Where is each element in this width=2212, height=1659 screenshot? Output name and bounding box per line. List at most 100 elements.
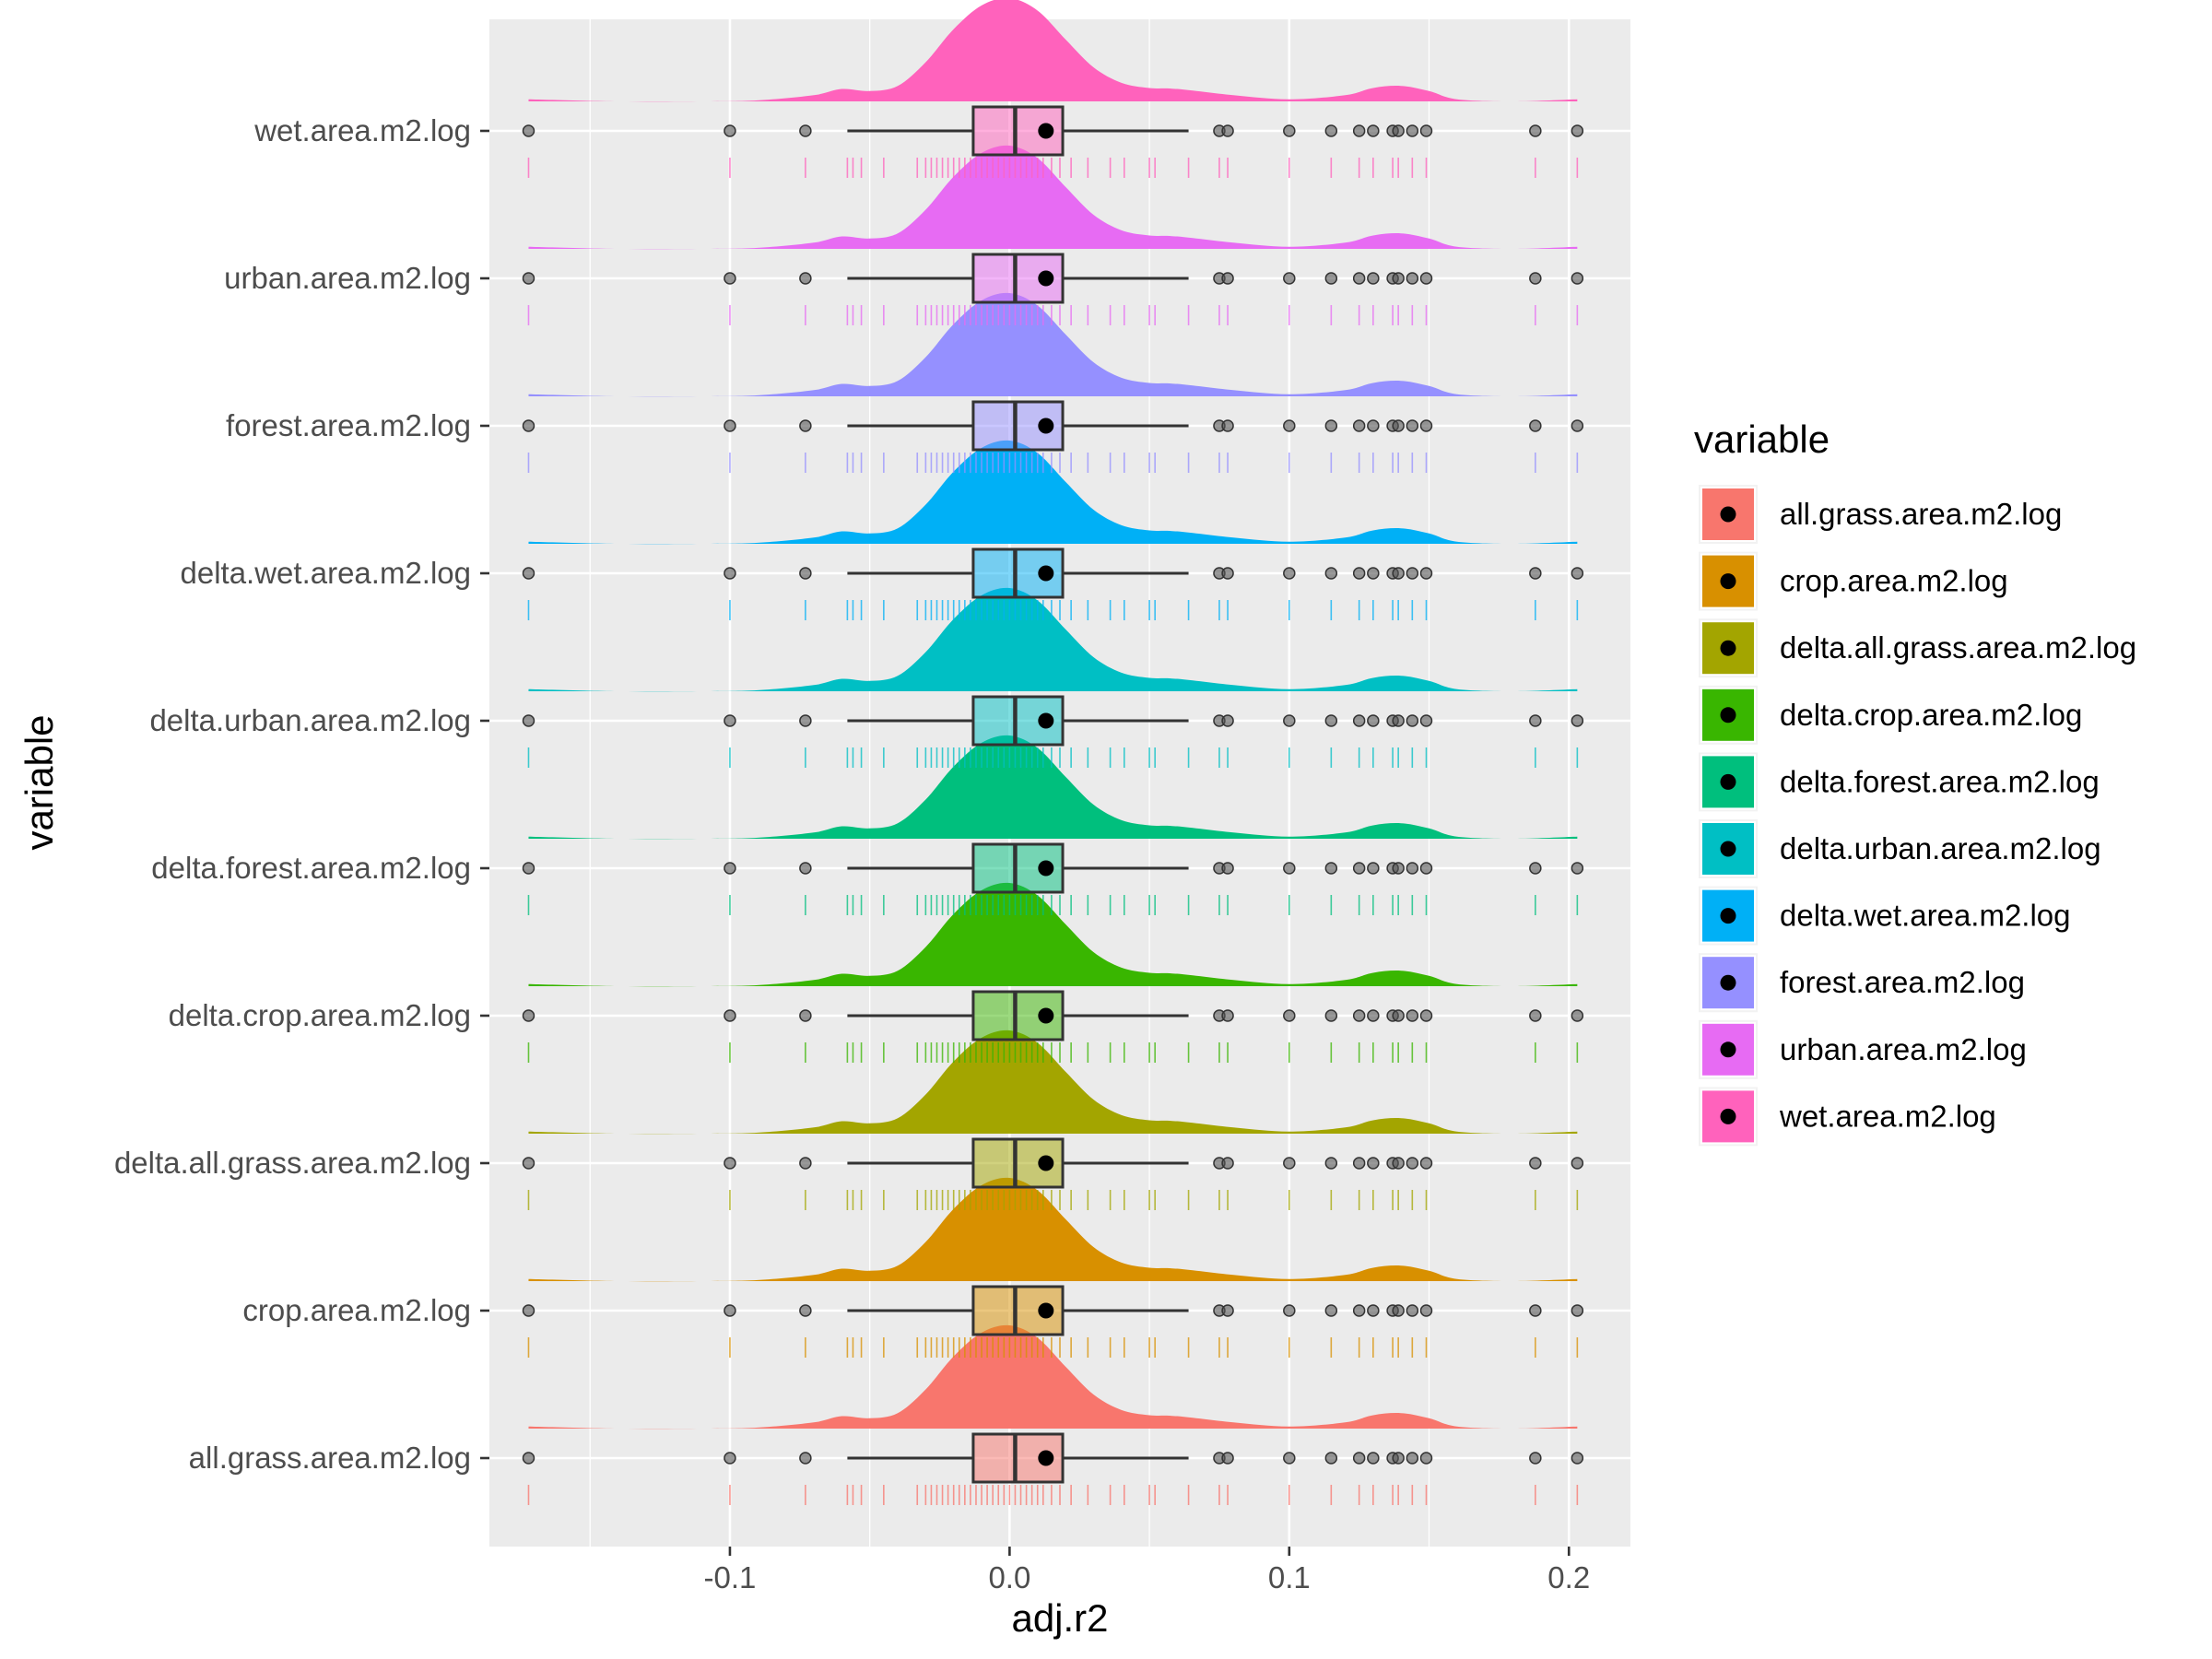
outlier-point	[1367, 419, 1380, 432]
legend-label: delta.wet.area.m2.log	[1780, 899, 2071, 933]
outlier-point	[1419, 862, 1433, 875]
outlier-point	[1324, 272, 1338, 285]
outlier-point	[1406, 124, 1419, 137]
density-cloud	[528, 0, 1578, 102]
outlier-point	[1352, 124, 1366, 137]
outlier-point	[1571, 862, 1584, 875]
outlier-point	[724, 124, 736, 137]
y-tick-label: delta.all.grass.area.m2.log	[114, 1146, 471, 1180]
legend-title: variable	[1694, 418, 1830, 461]
outlier-point	[1529, 272, 1542, 285]
legend-label: wet.area.m2.log	[1779, 1099, 1996, 1133]
outlier-point	[1392, 714, 1405, 727]
outlier-point	[724, 1009, 736, 1022]
legend-point	[1720, 841, 1736, 857]
outlier-point	[724, 419, 736, 432]
y-tick-label: wet.area.m2.log	[253, 113, 471, 147]
outlier-point	[1367, 1304, 1380, 1317]
outlier-point	[1392, 567, 1405, 580]
x-tick-label: -0.1	[704, 1560, 757, 1594]
outlier-point	[799, 1157, 812, 1170]
y-tick-label: crop.area.m2.log	[242, 1293, 471, 1327]
outlier-point	[522, 714, 535, 727]
y-tick-label: forest.area.m2.log	[226, 408, 471, 442]
legend-point	[1720, 573, 1736, 590]
outlier-point	[1283, 124, 1296, 137]
outlier-point	[1571, 419, 1584, 432]
outlier-point	[1352, 714, 1366, 727]
outlier-point	[1571, 1304, 1584, 1317]
y-tick-label: urban.area.m2.log	[224, 261, 471, 295]
outlier-point	[1221, 124, 1234, 137]
outlier-point	[1571, 124, 1584, 137]
density-clouds	[528, 0, 1578, 1430]
legend-point	[1720, 773, 1736, 790]
legend-label: delta.urban.area.m2.log	[1780, 831, 2101, 865]
outlier-point	[1406, 1304, 1419, 1317]
outlier-point	[1406, 419, 1419, 432]
outlier-point	[1367, 1009, 1380, 1022]
outlier-point	[1324, 1452, 1338, 1465]
outlier-point	[1352, 567, 1366, 580]
y-tick-label: all.grass.area.m2.log	[189, 1441, 471, 1475]
outlier-point	[1571, 272, 1584, 285]
outlier-point	[1392, 1452, 1405, 1465]
outlier-point	[799, 272, 812, 285]
outlier-point	[1352, 272, 1366, 285]
rug-marks	[527, 158, 1579, 1505]
outlier-point	[1283, 272, 1296, 285]
mean-point	[1038, 1007, 1054, 1024]
outlier-point	[1392, 419, 1405, 432]
outlier-point	[1367, 1452, 1380, 1465]
mean-point	[1038, 123, 1054, 139]
outlier-point	[1529, 1009, 1542, 1022]
outlier-point	[1324, 862, 1338, 875]
y-tick-label: delta.urban.area.m2.log	[149, 703, 471, 737]
outlier-point	[1367, 714, 1380, 727]
outlier-point	[1352, 1157, 1366, 1170]
outlier-point	[724, 1304, 736, 1317]
box	[971, 1432, 1065, 1484]
outlier-point	[1571, 1009, 1584, 1022]
outlier-point	[1529, 567, 1542, 580]
x-axis-title: adj.r2	[1011, 1596, 1108, 1640]
outlier-point	[724, 1157, 736, 1170]
outlier-point	[799, 1304, 812, 1317]
outlier-point	[724, 1452, 736, 1465]
legend-point	[1720, 974, 1736, 991]
outlier-point	[799, 1452, 812, 1465]
outlier-point	[724, 567, 736, 580]
legend-point	[1720, 1041, 1736, 1058]
outlier-point	[1221, 1157, 1234, 1170]
outlier-point	[1406, 714, 1419, 727]
outlier-point	[1283, 862, 1296, 875]
outlier-point	[1283, 1009, 1296, 1022]
outlier-point	[1221, 862, 1234, 875]
outlier-point	[522, 124, 535, 137]
outlier-point	[799, 1009, 812, 1022]
outlier-point	[1352, 862, 1366, 875]
outlier-point	[1419, 714, 1433, 727]
outlier-point	[1324, 419, 1338, 432]
box	[971, 1137, 1065, 1189]
outlier-point	[1221, 1304, 1234, 1317]
density-cloud	[528, 1177, 1578, 1282]
x-tick-label: 0.0	[988, 1560, 1030, 1594]
outlier-point	[1367, 1157, 1380, 1170]
outlier-point	[1392, 862, 1405, 875]
legend-label: delta.crop.area.m2.log	[1780, 698, 2082, 732]
outlier-point	[1571, 714, 1584, 727]
y-axis-title: variable	[18, 714, 61, 850]
legend-point	[1720, 1108, 1736, 1124]
outlier-point	[1406, 862, 1419, 875]
outlier-point	[522, 1157, 535, 1170]
outlier-point	[1529, 862, 1542, 875]
outlier-point	[1529, 419, 1542, 432]
density-cloud	[528, 587, 1578, 692]
density-cloud	[528, 292, 1578, 397]
outlier-point	[1392, 1009, 1405, 1022]
outlier-point	[1283, 1304, 1296, 1317]
density-cloud	[528, 1324, 1578, 1430]
outlier-point	[1367, 124, 1380, 137]
